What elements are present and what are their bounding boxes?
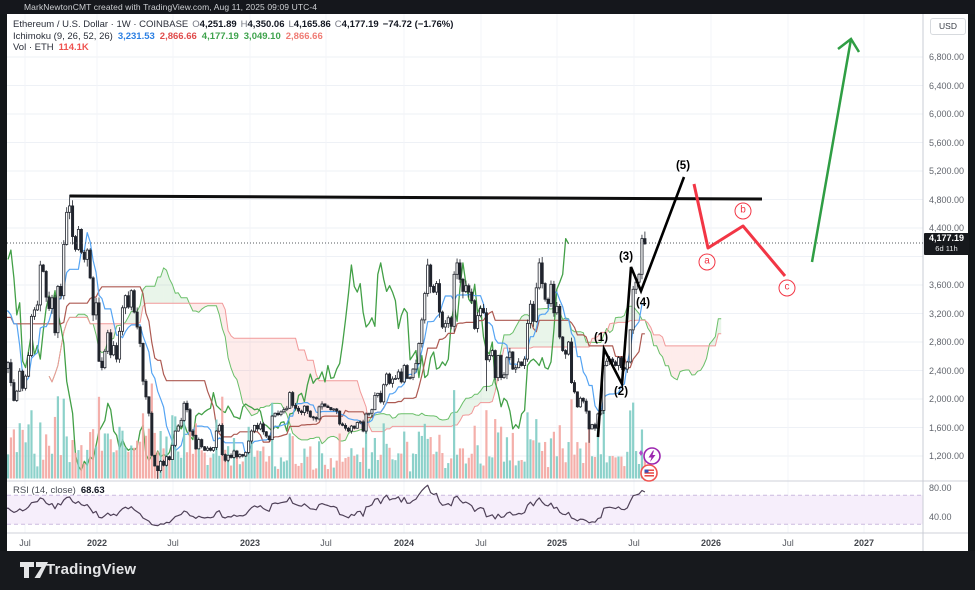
time-tick-label: 2026 (700, 538, 722, 548)
ohlc-value: 4,165.86 (293, 19, 331, 30)
price-tick-label: 6,400.00 (929, 80, 965, 91)
rsi-label[interactable]: RSI (14, close) (13, 485, 76, 496)
elliott-wave-label[interactable]: (4) (635, 297, 651, 309)
legend-symbol-row[interactable]: Ethereum / U.S. Dollar · 1W · COINBASE O4… (13, 19, 453, 31)
rsi-tick-label: 80.00 (929, 483, 952, 493)
ohlc-letter: O (192, 19, 200, 30)
time-tick-label: 2024 (393, 538, 415, 548)
legend-volume-row[interactable]: Vol · ETH 114.1K (13, 42, 453, 54)
symbol-title[interactable]: Ethereum / U.S. Dollar · 1W · COINBASE (13, 19, 189, 30)
time-tick-label: 2027 (853, 538, 875, 548)
rsi-legend[interactable]: RSI (14, close) 68.63 (13, 485, 105, 496)
ohlc-value: 4,177.19 (341, 19, 379, 30)
price-tick-label: 5,600.00 (929, 137, 965, 148)
abc-wave-label[interactable]: a (698, 253, 716, 271)
time-tick-label: Jul (19, 538, 31, 548)
ohlc-letter: L (288, 19, 294, 30)
price-tick-label: 4,800.00 (929, 194, 965, 205)
ohlc-values: O4,251.89 H4,350.06 L4,165.86 C4,177.19 (188, 19, 378, 30)
elliott-wave-label[interactable]: (5) (675, 160, 691, 172)
currency-toggle-button[interactable]: USD (930, 18, 966, 35)
change-value: −74.72 (−1.76%) (382, 19, 454, 30)
time-tick-label: 2023 (239, 538, 261, 548)
ichimoku-value: 2,866.66 (285, 30, 323, 42)
price-tick-label: 3,600.00 (929, 280, 965, 290)
volume-label[interactable]: Vol · ETH (13, 42, 54, 53)
price-tick-label: 4,400.00 (929, 223, 965, 233)
price-tick-label: 6,800.00 (929, 52, 965, 62)
time-tick-label: Jul (167, 538, 179, 548)
tradingview-brand[interactable]: TradingView (46, 561, 137, 578)
tradingview-logo-icon[interactable] (18, 558, 58, 584)
ohlc-letter: C (334, 19, 342, 30)
ichimoku-label[interactable]: Ichimoku (9, 26, 52, 26) (13, 30, 113, 42)
chart-legend: Ethereum / U.S. Dollar · 1W · COINBASE O4… (13, 19, 453, 54)
ohlc-value: 4,251.89 (199, 19, 237, 30)
elliott-wave-label[interactable]: (1) (593, 332, 609, 344)
rsi-tick-label: 40.00 (929, 512, 952, 522)
ohlc-letter: H (240, 19, 248, 30)
time-tick-label: Jul (782, 538, 794, 548)
legend-ichimoku-row[interactable]: Ichimoku (9, 26, 52, 26) 3,231.53 2,866.66… (13, 31, 453, 43)
abc-wave-label[interactable]: b (734, 202, 752, 220)
elliott-wave-label[interactable]: (2) (613, 386, 629, 398)
last-price-badge[interactable]: 4,177.19 6d 11h (924, 233, 969, 255)
ichimoku-values: 3,231.53 2,866.66 4,177.19 3,049.10 2,866.66 (113, 31, 323, 42)
price-tick-label: 1,200.00 (929, 451, 965, 461)
chart-panel (7, 14, 968, 551)
ichimoku-value: 4,177.19 (201, 30, 239, 42)
time-tick-label: Jul (320, 538, 332, 548)
elliott-wave-label[interactable]: (3) (618, 251, 634, 263)
ichimoku-value: 2,866.66 (159, 30, 197, 42)
last-price: 4,177.19 (928, 233, 965, 243)
price-tick-label: 3,200.00 (929, 308, 965, 319)
time-tick-label: 2025 (546, 538, 568, 548)
price-tick-label: 5,200.00 (929, 166, 965, 176)
bar-countdown: 6d 11h (935, 244, 958, 253)
footer-bar: TradingView (0, 551, 975, 590)
attribution-text: MarkNewtonCMT created with TradingView.c… (24, 2, 318, 12)
price-tick-label: 2,000.00 (929, 394, 965, 404)
time-tick-label: Jul (628, 538, 640, 548)
time-tick-label: 2022 (86, 538, 108, 548)
ichimoku-value: 3,231.53 (117, 30, 155, 42)
attribution-bar: MarkNewtonCMT created with TradingView.c… (0, 0, 975, 14)
volume-value: 114.1K (58, 42, 89, 53)
abc-wave-label[interactable]: c (778, 279, 796, 297)
price-tick-label: 2,400.00 (929, 365, 965, 376)
time-tick-label: Jul (475, 538, 487, 548)
price-tick-label: 6,000.00 (929, 109, 965, 119)
price-tick-label: 1,600.00 (929, 422, 965, 433)
price-tick-label: 2,800.00 (929, 337, 965, 347)
rsi-value: 68.63 (80, 485, 105, 496)
ichimoku-value: 3,049.10 (243, 30, 281, 42)
ohlc-value: 4,350.06 (247, 19, 285, 30)
